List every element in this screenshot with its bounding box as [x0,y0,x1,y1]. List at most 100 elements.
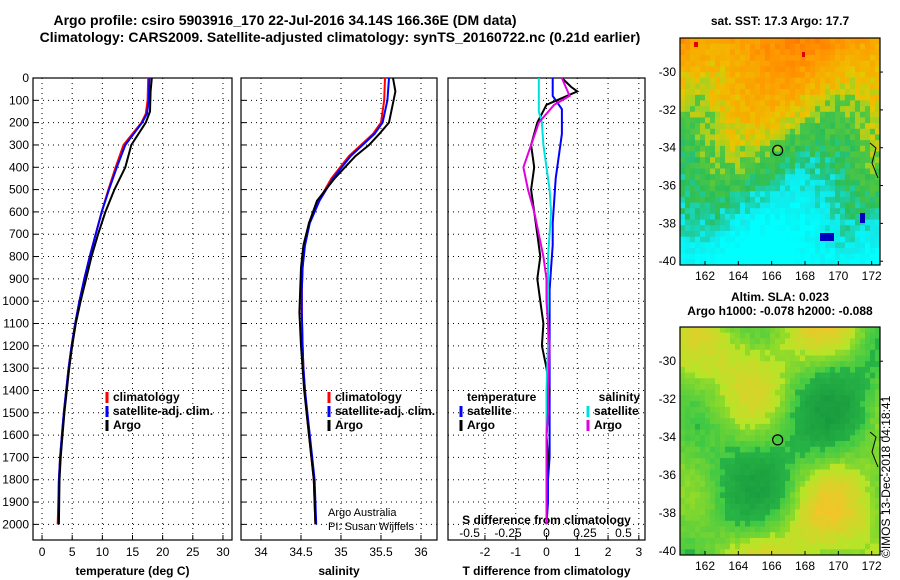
map-cell [695,49,701,56]
map-cell [745,498,751,505]
map-cell [710,401,716,408]
map-cell [840,49,846,56]
map-cell [795,395,801,402]
map-cell [780,469,786,476]
map-cell [805,219,811,226]
map-cell [710,503,716,510]
map-cell [685,230,691,238]
map-cell [775,492,781,499]
map-cell [795,355,801,362]
map-cell [840,361,846,368]
map-cell [850,66,856,73]
map-cell [815,389,821,396]
map-cell [765,361,771,368]
map-cell [770,60,776,67]
map-cell [680,49,686,56]
map-cell [805,486,811,493]
map-cell [690,503,696,510]
map-cell [680,327,686,334]
map-cell [730,515,736,522]
map-cell [765,452,771,459]
map-cell [815,72,821,79]
map-cell [770,191,776,198]
map-cell [690,179,696,187]
map-cell [855,344,861,351]
map-cell [680,452,686,459]
map-cell [815,94,821,102]
map-cell [720,49,726,56]
map-cell [725,469,731,476]
map-cell [685,117,691,124]
map-cell [750,202,756,209]
map-cell [825,429,831,436]
map-cell [755,60,761,67]
map-cell [795,412,801,419]
map-cell [855,253,861,260]
map-cell [780,168,786,175]
map-cell [680,361,686,368]
map-cell [750,145,756,153]
map-cell [735,123,741,130]
map-cell [870,100,876,107]
map-cell [735,469,741,476]
map-cell [805,384,811,391]
map-cell [725,140,731,147]
map-cell [845,537,851,545]
map-cell [825,100,831,107]
map-cell [765,349,771,357]
map-cell [730,66,736,73]
map-cell [760,66,766,73]
map-cell [860,498,866,505]
map-cell [725,338,731,345]
map-cell [680,389,686,396]
map-cell [720,344,726,351]
map-cell [735,55,741,62]
map-cell [845,378,851,385]
map-cell [785,89,791,96]
map-cell [845,355,851,362]
map-cell [870,174,876,181]
map-cell [780,418,786,425]
map-cell [715,515,721,522]
map-cell [765,332,771,339]
map-cell [815,253,821,260]
map-cell [710,253,716,260]
map-cell [825,401,831,408]
map-cell [820,509,826,516]
map-cell [680,395,686,402]
map-cell [815,463,821,471]
map-cell [825,174,831,181]
map-cell [720,43,726,50]
map-cell [860,253,866,260]
map-cell [830,72,836,79]
map-cell [690,208,696,215]
map-cell [740,253,746,260]
map-cell [735,361,741,368]
map-cell [750,480,756,488]
map-cell [850,355,856,362]
map-cell [725,515,731,522]
map-cell [695,549,701,555]
map-cell [790,492,796,499]
map-cell [845,498,851,505]
map-cell [690,406,696,414]
map-cell [750,486,756,493]
map-cell [785,384,791,391]
map-cell [835,72,841,79]
map-cell [865,230,871,238]
map-cell [710,94,716,102]
map-cell [770,106,776,113]
map-cell [860,349,866,357]
map-cell [860,327,866,334]
map-cell [875,191,880,198]
map-cell [750,106,756,113]
map-cell [695,168,701,175]
map-cell [795,446,801,453]
map-cell [775,520,781,528]
map-cell [870,94,876,102]
map-cell [865,236,871,243]
map-cell [695,372,701,379]
map-cell [795,66,801,73]
map-cell [700,179,706,187]
map-cell [835,327,841,334]
